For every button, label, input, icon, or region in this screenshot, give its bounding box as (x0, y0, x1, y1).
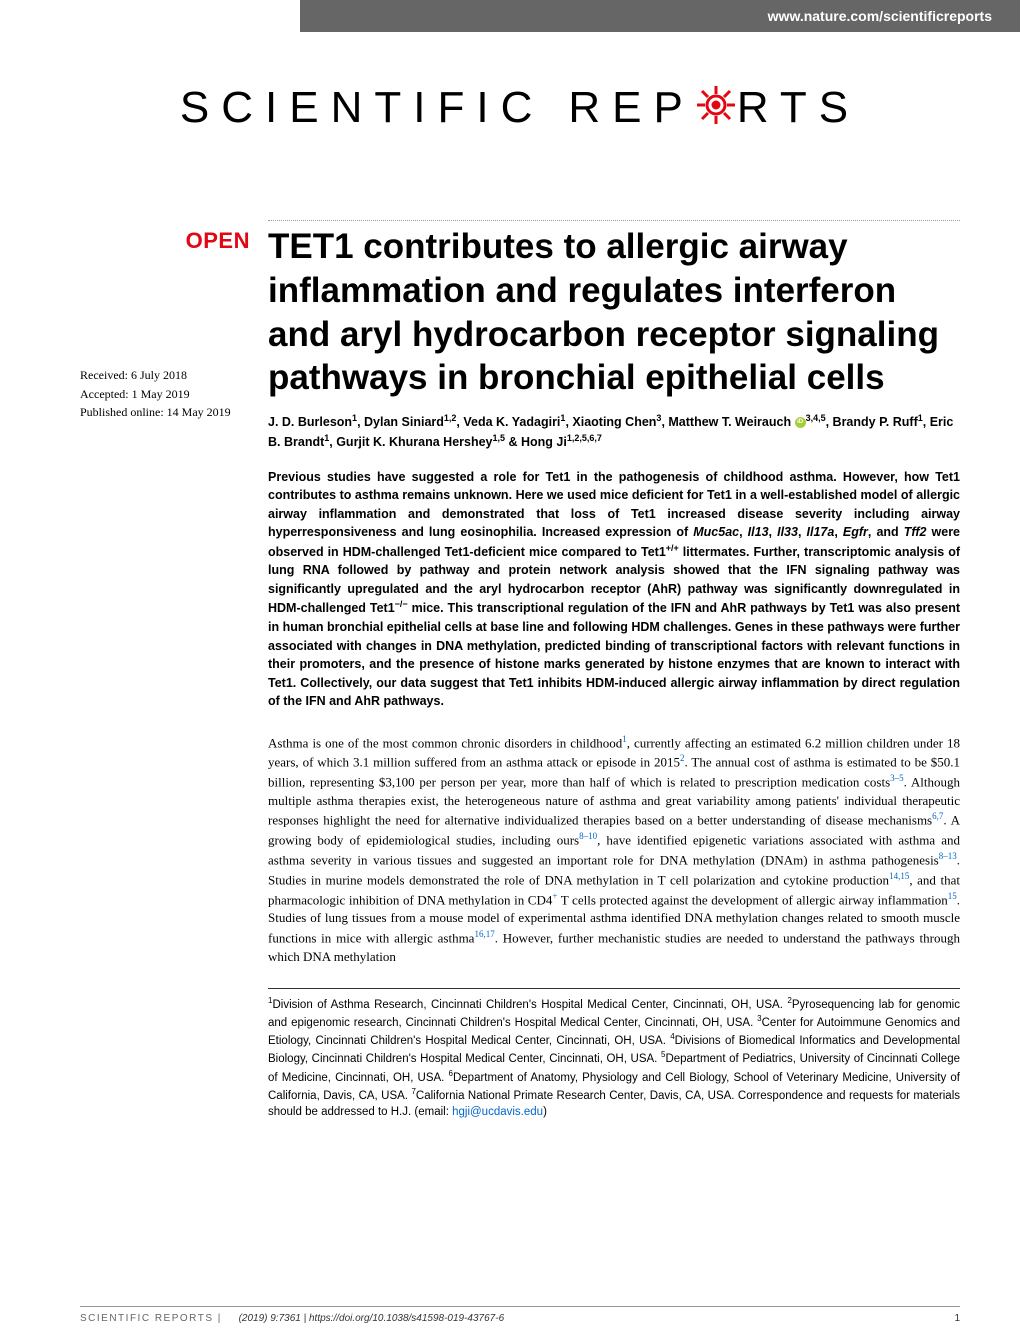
footer-journal: SCIENTIFIC REPORTS | (80, 1313, 222, 1324)
header-bar: www.nature.com/scientificreports (300, 0, 1020, 32)
logo-word-2a: REP (568, 83, 694, 133)
logo-word-2b: RTS (737, 83, 860, 133)
date-published: Published online: 14 May 2019 (80, 403, 250, 422)
body-text: Asthma is one of the most common chronic… (268, 733, 960, 966)
journal-logo: SCIENTIFIC REP RTS (80, 80, 960, 135)
left-column: OPEN Received: 6 July 2018 Accepted: 1 M… (80, 220, 250, 1120)
main-column: TET1 contributes to allergic airway infl… (268, 220, 960, 1120)
open-access-badge: OPEN (80, 228, 250, 254)
article-title: TET1 contributes to allergic airway infl… (268, 225, 960, 400)
abstract: Previous studies have suggested a role f… (268, 468, 960, 711)
date-received: Received: 6 July 2018 (80, 366, 250, 385)
footer: SCIENTIFIC REPORTS | (2019) 9:7361 | htt… (80, 1306, 960, 1324)
affiliations: 1Division of Asthma Research, Cincinnati… (268, 988, 960, 1120)
logo-word-1: SCIENTIFIC (180, 83, 544, 133)
date-accepted: Accepted: 1 May 2019 (80, 385, 250, 404)
page-number: 1 (954, 1313, 960, 1324)
header-url[interactable]: www.nature.com/scientificreports (768, 8, 992, 24)
authors: J. D. Burleson1, Dylan Siniard1,2, Veda … (268, 412, 960, 452)
content: OPEN Received: 6 July 2018 Accepted: 1 M… (80, 220, 960, 1120)
article-dates: Received: 6 July 2018 Accepted: 1 May 20… (80, 366, 250, 422)
gear-icon (691, 80, 741, 135)
footer-citation: (2019) 9:7361 | https://doi.org/10.1038/… (225, 1313, 504, 1324)
